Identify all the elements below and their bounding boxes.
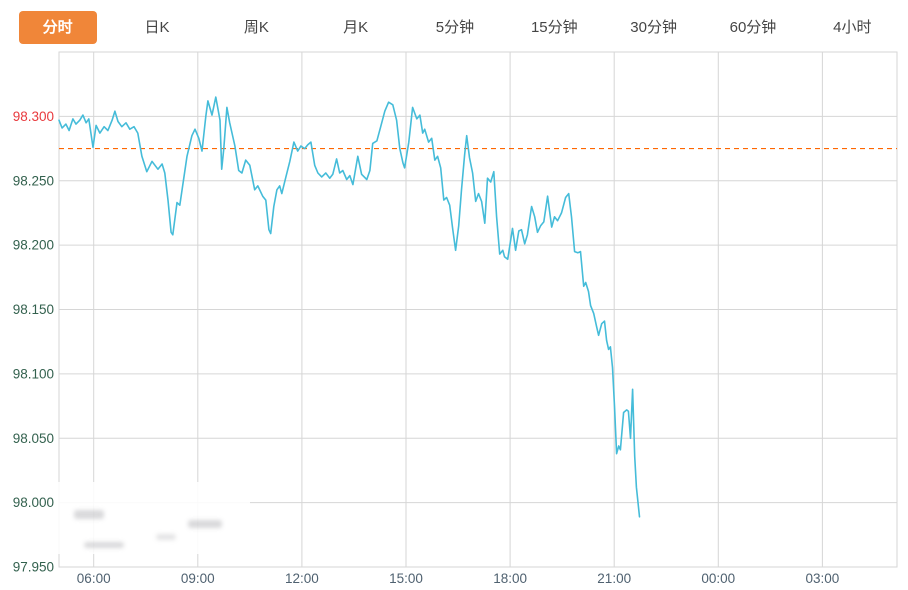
x-axis-label: 21:00 bbox=[597, 571, 631, 586]
y-axis-label: 98.000 bbox=[13, 495, 54, 510]
y-axis-label: 98.250 bbox=[13, 173, 54, 188]
tab-15min[interactable]: 15分钟 bbox=[505, 16, 604, 39]
plot-border bbox=[58, 51, 898, 568]
tab-fenshi[interactable]: 分时 bbox=[8, 11, 107, 44]
chart-period-tabbar: 分时 日K 周K 月K 5分钟 15分钟 30分钟 60分钟 4小时 bbox=[0, 0, 908, 55]
x-axis-label: 18:00 bbox=[493, 571, 527, 586]
y-axis-label: 98.100 bbox=[13, 366, 54, 381]
x-axis-label: 12:00 bbox=[285, 571, 319, 586]
tab-monthly-k[interactable]: 月K bbox=[306, 16, 405, 39]
tab-30min[interactable]: 30分钟 bbox=[604, 16, 703, 39]
tab-label: 30分钟 bbox=[630, 19, 677, 36]
tab-label: 4小时 bbox=[833, 19, 872, 36]
x-axis-label: 15:00 bbox=[389, 571, 423, 586]
tab-5min[interactable]: 5分钟 bbox=[405, 16, 504, 39]
x-axis-label: 09:00 bbox=[181, 571, 215, 586]
x-axis-label: 03:00 bbox=[805, 571, 839, 586]
tab-label: 15分钟 bbox=[530, 19, 578, 36]
tab-weekly-k[interactable]: 周K bbox=[207, 16, 306, 39]
x-axis-label: 06:00 bbox=[77, 571, 111, 586]
tab-label: 5分钟 bbox=[435, 19, 475, 36]
price-line bbox=[58, 96, 641, 518]
tab-60min[interactable]: 60分钟 bbox=[703, 16, 802, 39]
x-axis-label: 00:00 bbox=[701, 571, 735, 586]
tab-label: 日K bbox=[144, 19, 170, 36]
y-axis-label: 98.200 bbox=[13, 238, 54, 253]
tab-label: 周K bbox=[243, 19, 269, 36]
tab-label: 月K bbox=[343, 19, 369, 36]
y-axis-label: 97.950 bbox=[13, 560, 54, 575]
y-axis-label: 98.300 bbox=[13, 109, 54, 124]
tab-label: 60分钟 bbox=[729, 19, 777, 36]
tab-4hour[interactable]: 4小时 bbox=[803, 16, 902, 39]
tab-label: 分时 bbox=[18, 11, 97, 44]
tab-daily-k[interactable]: 日K bbox=[107, 16, 206, 39]
y-axis-label: 98.150 bbox=[13, 302, 54, 317]
y-axis-label: 98.050 bbox=[13, 431, 54, 446]
